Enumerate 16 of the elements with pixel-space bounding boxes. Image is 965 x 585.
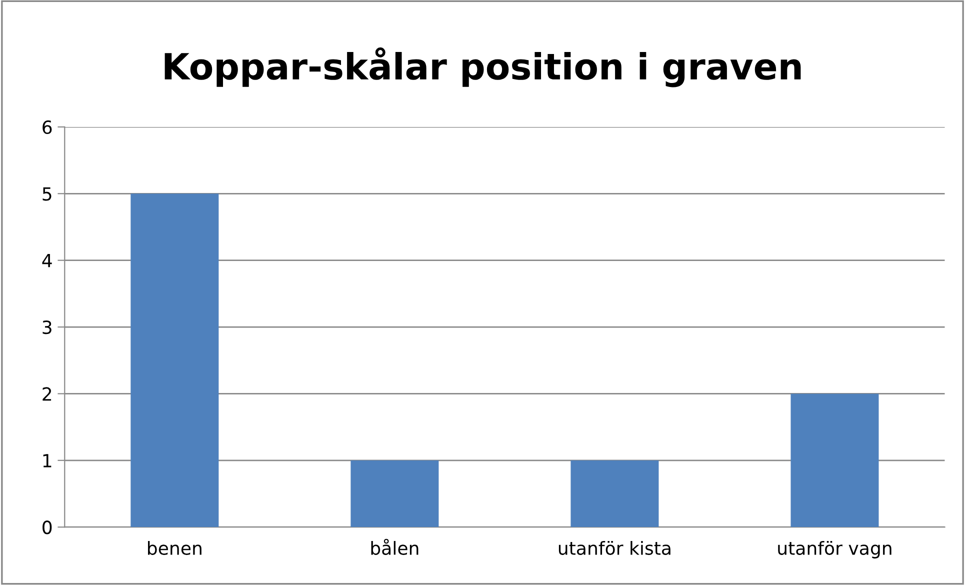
bar	[350, 460, 439, 528]
bar	[570, 460, 659, 528]
y-tick-label: 3	[42, 320, 52, 334]
bar	[130, 194, 219, 528]
y-tick-label: 1	[43, 454, 52, 468]
y-tick-label: 0	[42, 520, 52, 534]
x-tick-label: benen	[148, 540, 202, 555]
y-tick-label: 4	[42, 254, 52, 268]
x-tick-label: utanför kista	[558, 540, 670, 555]
y-tick-label: 6	[42, 120, 52, 134]
y-tick-label: 2	[42, 387, 52, 401]
bar	[790, 394, 879, 528]
x-tick-label: bålen	[371, 538, 418, 555]
chart-title: Koppar-skålar position i graven	[164, 47, 801, 88]
x-tick-label: utanför vagn	[778, 540, 892, 558]
y-tick-label: 5	[42, 187, 52, 201]
